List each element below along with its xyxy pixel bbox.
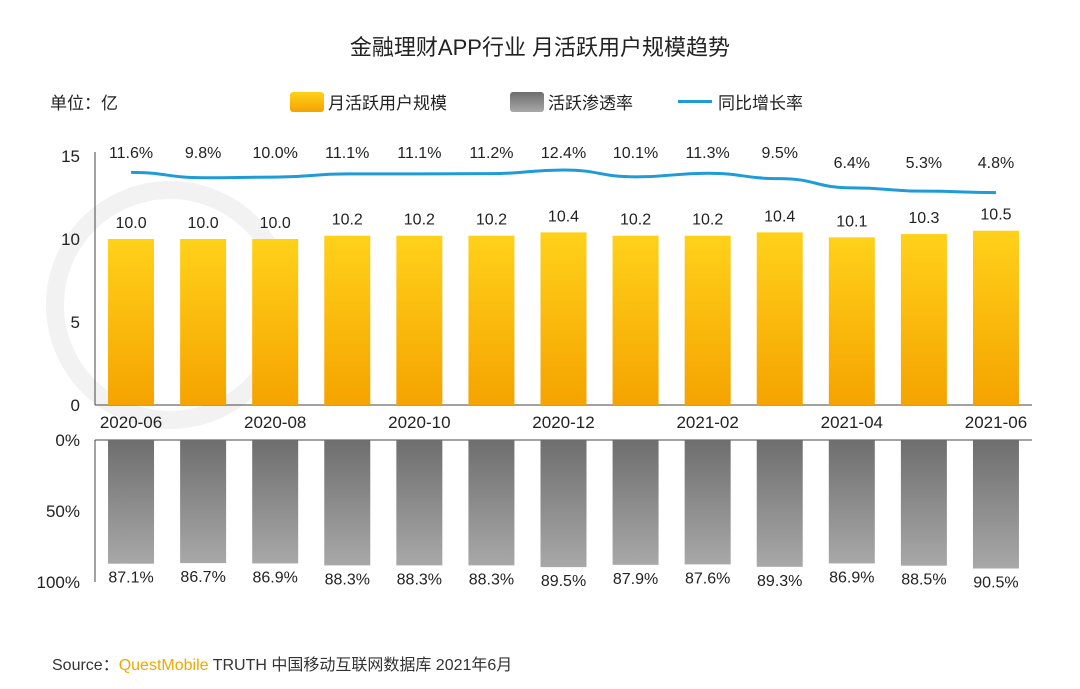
penetration-value-label: 88.3% [325,571,370,588]
x-tick-label: 2021-02 [676,413,738,432]
penetration-bar [684,440,731,565]
mau-bar-value-label: 10.0 [188,215,219,232]
x-tick-label: 2020-10 [388,413,450,432]
penetration-value-label: 87.1% [108,570,153,587]
mau-bar [684,235,731,405]
upper-y-tick-label: 0 [71,396,80,415]
mau-bar-value-label: 10.4 [764,208,795,225]
legend-item-penetration: 活跃渗透率 [510,89,633,114]
growth-line [131,168,996,195]
upper-y-tick-label: 5 [71,313,80,332]
penetration-bar [540,440,587,568]
mau-bar-value-label: 10.0 [115,215,146,232]
legend-swatch-penetration [510,91,544,112]
legend-label-mau: 月活跃用户规模 [328,94,447,113]
growth-value-label: 12.4% [541,145,586,162]
penetration-value-label: 87.6% [685,570,730,587]
growth-value-label: 4.8% [978,155,1014,172]
mau-bar-value-label: 10.3 [908,210,939,227]
mau-bar [540,232,587,405]
growth-value-label: 10.0% [253,145,298,162]
mau-bar [756,232,803,405]
source-rest: TRUTH 中国移动互联网数据库 2021年6月 [208,657,513,674]
penetration-bar [900,440,947,566]
x-tick-label: 2021-04 [821,413,883,432]
x-tick-label: 2021-06 [965,413,1027,432]
growth-value-label: 9.8% [185,145,221,162]
penetration-value-label: 88.3% [397,571,442,588]
legend-label-growth: 同比增长率 [718,94,803,113]
growth-value-label: 11.1% [397,145,441,162]
upper-y-tick-label: 10 [61,230,80,249]
upper-y-tick-label: 15 [61,147,80,166]
source-note: Source：QuestMobile TRUTH 中国移动互联网数据库 2021… [52,651,512,675]
growth-value-label: 11.6% [109,145,153,162]
legend-label-penetration: 活跃渗透率 [548,94,633,113]
penetration-value-label: 89.5% [541,573,586,590]
growth-value-label: 9.5% [761,145,797,162]
chart-title: 金融理财APP行业 月活跃用户规模趋势 [349,35,731,60]
mau-bar [828,237,875,405]
mau-bar-value-label: 10.1 [836,213,867,230]
lower-y-tick-label: 50% [46,502,80,521]
legend-swatch-mau [290,91,324,112]
growth-value-label: 11.3% [686,145,730,162]
legend-item-mau: 月活跃用户规模 [290,89,447,114]
mau-bar [900,234,947,405]
penetration-value-label: 88.5% [901,572,946,589]
x-tick-label: 2020-06 [100,413,162,432]
mau-bar-value-label: 10.2 [692,212,723,229]
lower-y-tick-label: 0% [55,431,80,450]
mau-bar-value-label: 10.2 [332,212,363,229]
penetration-value-label: 86.9% [253,569,298,586]
mau-bar [396,235,443,405]
growth-value-label: 11.1% [325,145,369,162]
mau-bar [108,239,155,405]
mau-bar-value-label: 10.0 [260,215,291,232]
penetration-bar [612,440,659,565]
lower-y-tick-label: 100% [37,573,80,592]
mau-bar-value-label: 10.4 [548,208,579,225]
penetration-bar [324,440,371,566]
mau-bar [324,235,371,405]
x-tick-label: 2020-08 [244,413,306,432]
growth-value-label: 11.2% [469,145,513,162]
penetration-bar [756,440,803,567]
mau-bar-value-label: 10.2 [620,212,651,229]
growth-value-label: 5.3% [906,155,942,172]
mau-bar [972,230,1019,405]
penetration-bar [828,440,875,564]
penetration-bar [108,440,155,564]
penetration-value-label: 86.7% [180,569,225,586]
mau-bar-value-label: 10.5 [980,207,1011,224]
unit-label: 单位：亿 [50,94,118,113]
penetration-bar [468,440,515,566]
mau-bar [180,239,227,405]
legend-item-growth: 同比增长率 [678,89,803,114]
source-brand: QuestMobile [118,657,209,674]
penetration-value-label: 89.3% [757,573,802,590]
penetration-bar [972,440,1019,569]
mau-bar-value-label: 10.2 [476,212,507,229]
source-prefix: Source： [52,657,119,674]
mau-bar [252,239,299,405]
penetration-value-label: 87.9% [613,571,658,588]
mau-bar [612,235,659,405]
penetration-bar [396,440,443,566]
growth-value-label: 6.4% [834,155,870,172]
penetration-value-label: 90.5% [973,575,1018,592]
penetration-value-label: 86.9% [829,569,874,586]
legend-swatch-growth [678,100,712,103]
penetration-bar [180,440,227,564]
watermark-ring [46,181,294,429]
penetration-bar [252,440,299,564]
x-tick-label: 2020-12 [532,413,594,432]
growth-value-label: 10.1% [613,145,658,162]
penetration-value-label: 88.3% [469,571,514,588]
mau-bar-value-label: 10.2 [404,212,435,229]
mau-bar [468,235,515,405]
